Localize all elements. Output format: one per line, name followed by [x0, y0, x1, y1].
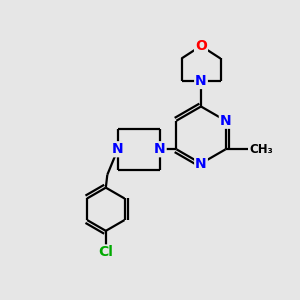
Text: CH₃: CH₃ [250, 143, 273, 156]
Text: N: N [195, 157, 207, 170]
Text: N: N [195, 74, 207, 88]
Text: Cl: Cl [98, 245, 113, 260]
Text: O: O [195, 39, 207, 53]
Text: N: N [112, 142, 124, 156]
Text: N: N [220, 114, 232, 128]
Text: N: N [154, 142, 166, 156]
